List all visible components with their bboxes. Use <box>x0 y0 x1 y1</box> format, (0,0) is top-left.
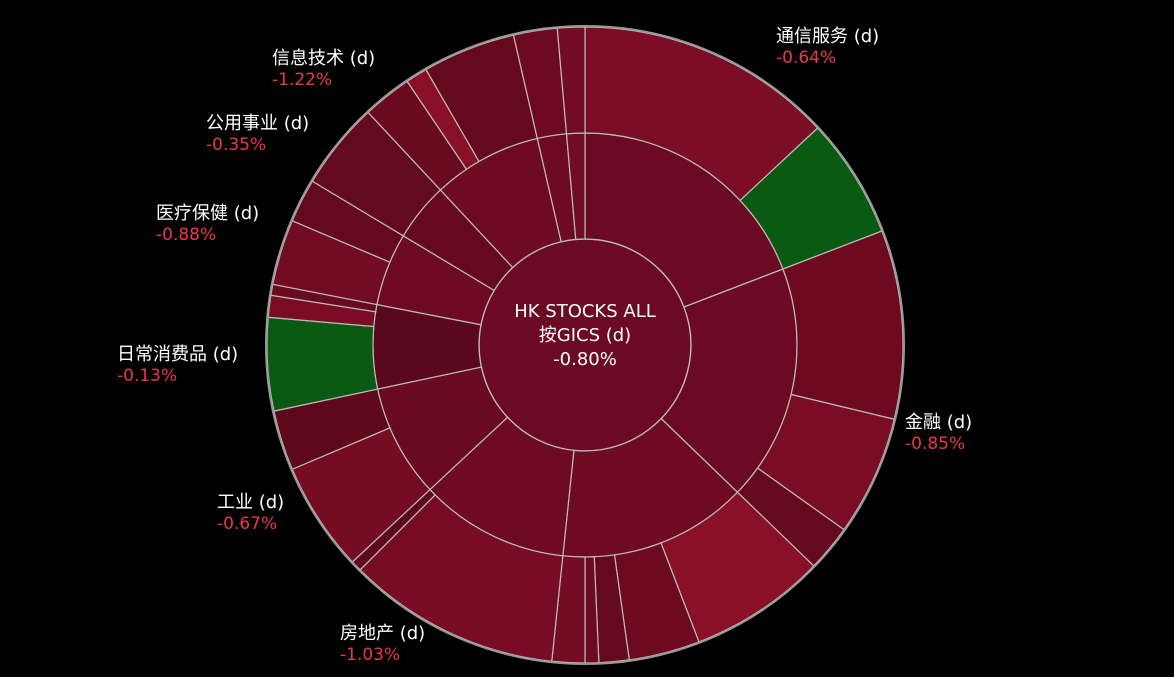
sector-change: -0.67% <box>217 514 277 534</box>
sector-label: 工业 (d) <box>217 492 284 513</box>
center-change: -0.80% <box>553 349 617 370</box>
sector-label: 医疗保健 (d) <box>156 203 259 224</box>
sector-change: -1.03% <box>340 645 400 665</box>
outer-ring <box>265 25 905 665</box>
sector-label: 通信服务 (d) <box>776 26 879 47</box>
sector-change: -0.85% <box>905 434 965 454</box>
sector-change: -0.35% <box>206 135 266 155</box>
sector-label: 公用事业 (d) <box>206 113 309 134</box>
sector-label: 信息技术 (d) <box>272 48 375 69</box>
sector-change: -0.88% <box>156 225 216 245</box>
sector-change: -0.64% <box>776 48 836 68</box>
sector-label: 日常消费品 (d) <box>117 344 238 365</box>
sector-change: -1.22% <box>272 70 332 90</box>
sector-label: 金融 (d) <box>905 412 972 433</box>
sector-change: -0.13% <box>117 366 177 386</box>
sub-sector <box>556 26 586 135</box>
center-subtitle: 按GICS (d) <box>539 325 631 346</box>
sector-label: 房地产 (d) <box>340 623 425 644</box>
center-title: HK STOCKS ALL <box>514 301 656 322</box>
rings <box>266 26 904 664</box>
